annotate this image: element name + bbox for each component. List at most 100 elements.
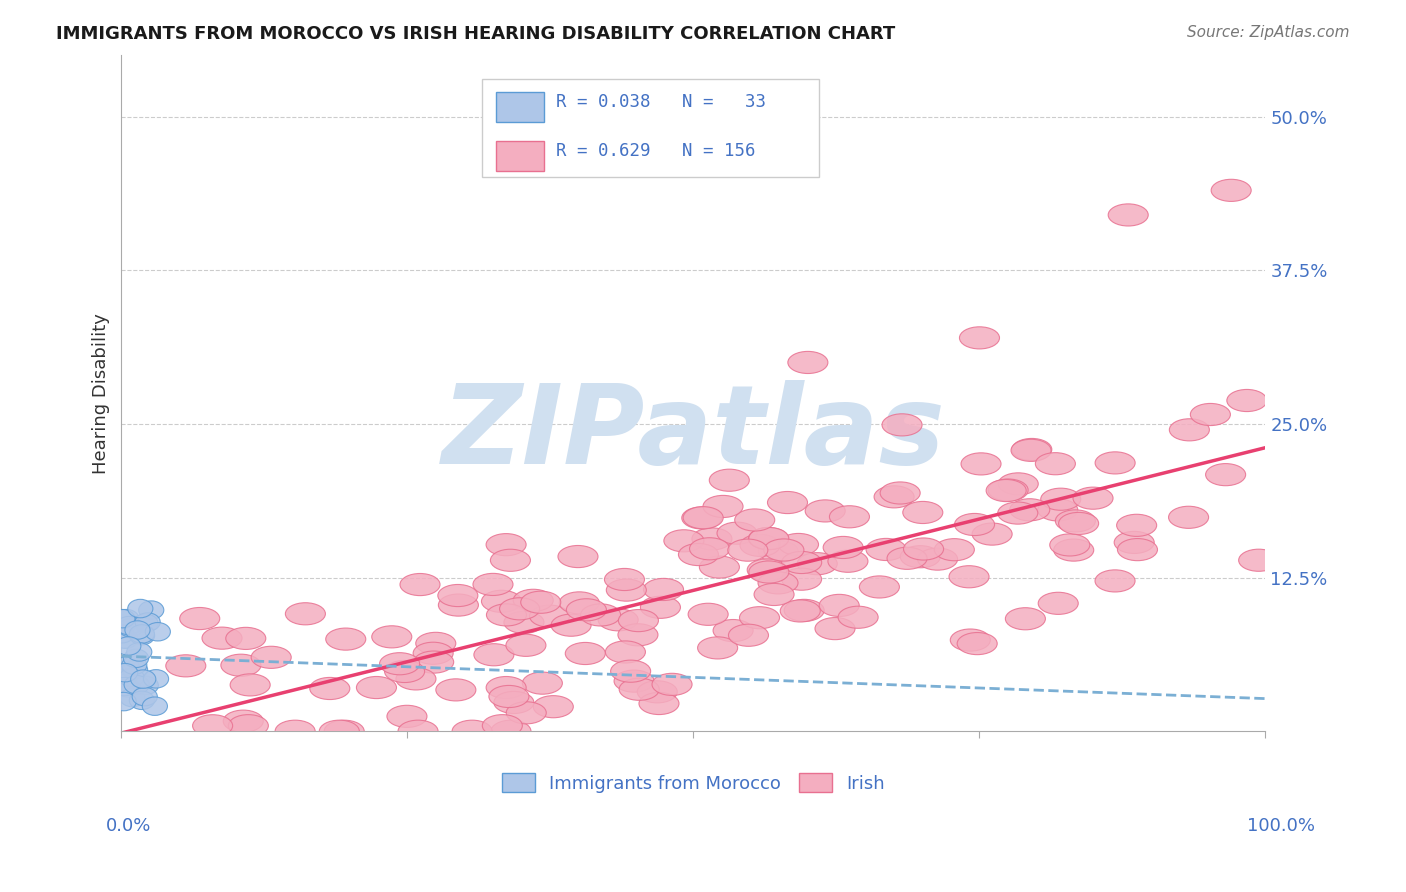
Ellipse shape (202, 627, 242, 649)
Ellipse shape (111, 692, 136, 711)
Ellipse shape (396, 668, 436, 690)
Ellipse shape (486, 676, 526, 698)
Ellipse shape (949, 566, 988, 588)
Ellipse shape (638, 692, 679, 714)
Ellipse shape (319, 720, 360, 742)
Ellipse shape (520, 591, 561, 614)
Ellipse shape (1095, 452, 1135, 474)
Ellipse shape (606, 641, 645, 663)
Ellipse shape (1108, 204, 1149, 226)
Ellipse shape (679, 543, 718, 566)
Ellipse shape (523, 672, 562, 694)
Ellipse shape (959, 326, 1000, 349)
Ellipse shape (115, 679, 141, 698)
Ellipse shape (231, 673, 270, 696)
Ellipse shape (1059, 512, 1098, 534)
Ellipse shape (747, 559, 787, 581)
Ellipse shape (132, 688, 157, 706)
Ellipse shape (728, 539, 768, 561)
Y-axis label: Hearing Disability: Hearing Disability (93, 313, 110, 474)
Ellipse shape (972, 523, 1012, 545)
Ellipse shape (129, 624, 155, 643)
Ellipse shape (785, 599, 824, 622)
Ellipse shape (682, 507, 721, 529)
Ellipse shape (749, 527, 789, 549)
Ellipse shape (880, 482, 920, 504)
Ellipse shape (740, 607, 779, 629)
Ellipse shape (1114, 532, 1154, 553)
Ellipse shape (1168, 507, 1209, 528)
Ellipse shape (166, 655, 205, 677)
Ellipse shape (252, 647, 291, 668)
Ellipse shape (285, 603, 325, 625)
Ellipse shape (763, 539, 804, 561)
Ellipse shape (1116, 515, 1157, 536)
Ellipse shape (1073, 487, 1114, 509)
Ellipse shape (749, 561, 789, 583)
Ellipse shape (754, 583, 794, 606)
Ellipse shape (581, 604, 620, 626)
Ellipse shape (1056, 510, 1095, 532)
Ellipse shape (506, 634, 546, 657)
Ellipse shape (135, 613, 160, 632)
Ellipse shape (619, 609, 658, 632)
Ellipse shape (683, 507, 723, 529)
Ellipse shape (955, 514, 994, 535)
Ellipse shape (499, 598, 540, 620)
Ellipse shape (828, 550, 868, 573)
Ellipse shape (472, 574, 513, 596)
Ellipse shape (935, 539, 974, 561)
Ellipse shape (110, 624, 135, 643)
Ellipse shape (489, 685, 529, 707)
Ellipse shape (567, 599, 606, 621)
Ellipse shape (114, 657, 139, 675)
Ellipse shape (117, 616, 142, 635)
Ellipse shape (652, 673, 692, 696)
Ellipse shape (413, 651, 454, 673)
Ellipse shape (134, 676, 159, 695)
Ellipse shape (1010, 499, 1050, 521)
Ellipse shape (1095, 570, 1135, 592)
Ellipse shape (112, 677, 138, 696)
Ellipse shape (859, 576, 900, 598)
Ellipse shape (399, 574, 440, 596)
Ellipse shape (1035, 452, 1076, 475)
Ellipse shape (371, 626, 412, 648)
Ellipse shape (560, 591, 599, 614)
Ellipse shape (697, 637, 738, 659)
Ellipse shape (131, 670, 156, 689)
Ellipse shape (558, 546, 598, 567)
Ellipse shape (481, 591, 522, 613)
Ellipse shape (437, 584, 478, 607)
Ellipse shape (644, 578, 683, 600)
Ellipse shape (1038, 592, 1078, 615)
Ellipse shape (145, 623, 170, 641)
Ellipse shape (453, 720, 492, 742)
Ellipse shape (740, 534, 780, 557)
Legend: Immigrants from Morocco, Irish: Immigrants from Morocco, Irish (495, 766, 891, 800)
Text: 100.0%: 100.0% (1247, 817, 1315, 835)
Ellipse shape (380, 653, 419, 674)
Ellipse shape (838, 607, 879, 628)
Ellipse shape (118, 618, 143, 637)
Ellipse shape (1040, 488, 1081, 510)
Bar (495, 141, 544, 171)
Ellipse shape (866, 539, 905, 560)
Ellipse shape (474, 644, 515, 665)
Ellipse shape (513, 590, 553, 611)
Ellipse shape (1227, 390, 1267, 411)
Text: R = 0.629   N = 156: R = 0.629 N = 156 (557, 142, 755, 160)
Ellipse shape (115, 637, 141, 656)
Ellipse shape (664, 530, 704, 552)
Ellipse shape (1211, 179, 1251, 202)
Ellipse shape (486, 533, 526, 556)
Ellipse shape (782, 551, 821, 574)
Ellipse shape (551, 614, 591, 636)
Ellipse shape (129, 691, 155, 709)
Ellipse shape (413, 642, 453, 665)
Ellipse shape (139, 601, 165, 619)
Ellipse shape (918, 548, 957, 570)
Ellipse shape (1038, 499, 1078, 521)
Ellipse shape (640, 596, 681, 618)
Ellipse shape (823, 536, 863, 558)
